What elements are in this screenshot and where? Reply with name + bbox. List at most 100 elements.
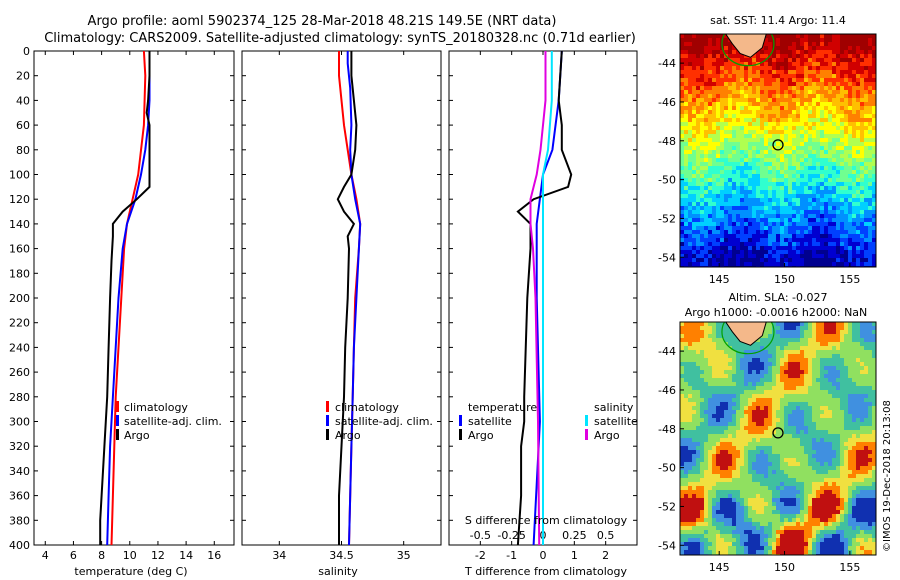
map-cell	[800, 338, 804, 342]
map-cell	[716, 362, 720, 366]
map-cell	[856, 386, 860, 390]
map-cell	[780, 158, 784, 162]
map-cell	[680, 202, 684, 206]
map-cell	[824, 422, 828, 426]
map-cell	[788, 66, 792, 70]
map-cell	[856, 450, 860, 454]
map-cell	[856, 442, 860, 446]
map-cell	[872, 438, 876, 442]
map-cell	[864, 130, 868, 134]
map-cell	[712, 242, 716, 246]
map-cell	[688, 374, 692, 378]
map-cell	[712, 446, 716, 450]
map-cell	[776, 106, 780, 110]
map-cell	[848, 358, 852, 362]
map-cell	[848, 362, 852, 366]
map-cell	[836, 450, 840, 454]
map-cell	[816, 78, 820, 82]
map-cell	[792, 190, 796, 194]
map-cell	[820, 462, 824, 466]
map-cell	[792, 378, 796, 382]
map-cell	[720, 158, 724, 162]
map-cell	[704, 174, 708, 178]
map-cell	[680, 394, 684, 398]
map-cell	[828, 182, 832, 186]
map-cell	[748, 102, 752, 106]
map-cell	[776, 342, 780, 346]
map-cell	[812, 350, 816, 354]
map-cell	[872, 82, 876, 86]
map-cell	[792, 202, 796, 206]
map-cell	[840, 78, 844, 82]
map-cell	[796, 198, 800, 202]
map-cell	[812, 382, 816, 386]
map-cell	[784, 438, 788, 442]
map-cell	[728, 134, 732, 138]
map-cell	[720, 446, 724, 450]
map-cell	[856, 74, 860, 78]
map-cell	[716, 34, 720, 38]
map-cell	[772, 446, 776, 450]
map-cell	[796, 210, 800, 214]
map-cell	[836, 174, 840, 178]
map-cell	[872, 418, 876, 422]
map-cell	[712, 42, 716, 46]
map-cell	[680, 442, 684, 446]
map-cell	[688, 426, 692, 430]
map-cell	[772, 70, 776, 74]
map-cell	[868, 46, 872, 50]
map-cell	[860, 434, 864, 438]
map-cell	[812, 238, 816, 242]
map-cell	[716, 118, 720, 122]
map-cell	[848, 122, 852, 126]
map-cell	[680, 406, 684, 410]
map-cell	[720, 378, 724, 382]
map-cell	[732, 386, 736, 390]
map-cell	[796, 54, 800, 58]
map-cell	[732, 346, 736, 350]
map-cell	[692, 406, 696, 410]
map-cell	[728, 182, 732, 186]
map-cell	[828, 202, 832, 206]
map-cell	[800, 450, 804, 454]
map-cell	[732, 46, 736, 50]
map-cell	[800, 138, 804, 142]
map-cell	[864, 418, 868, 422]
map-cell	[748, 414, 752, 418]
map-cell	[716, 130, 720, 134]
map-cell	[848, 130, 852, 134]
map-cell	[812, 166, 816, 170]
map-cell	[804, 370, 808, 374]
map-cell	[716, 70, 720, 74]
map-cell	[692, 166, 696, 170]
map-cell	[748, 174, 752, 178]
map-cell	[832, 458, 836, 462]
map-cell	[788, 250, 792, 254]
map-cell	[816, 246, 820, 250]
map-cell	[744, 150, 748, 154]
map-cell	[860, 130, 864, 134]
map-cell	[688, 406, 692, 410]
map-cell	[832, 426, 836, 430]
map-cell	[688, 46, 692, 50]
map-cell	[756, 366, 760, 370]
map-cell	[860, 378, 864, 382]
map-cell	[764, 354, 768, 358]
map-cell	[856, 254, 860, 258]
map-cell	[792, 150, 796, 154]
map-cell	[816, 454, 820, 458]
map-cell	[836, 170, 840, 174]
map-cell	[828, 366, 832, 370]
salinity-legend: climatology satellite-adj. clim. Argo	[326, 401, 433, 442]
map-cell	[712, 246, 716, 250]
map-cell	[784, 246, 788, 250]
map-cell	[696, 114, 700, 118]
map-cell	[720, 358, 724, 362]
map-cell	[740, 170, 744, 174]
map-cell	[704, 426, 708, 430]
map-cell	[804, 218, 808, 222]
map-cell	[788, 458, 792, 462]
map-cell	[856, 390, 860, 394]
map-cell	[848, 394, 852, 398]
map-cell	[872, 238, 876, 242]
